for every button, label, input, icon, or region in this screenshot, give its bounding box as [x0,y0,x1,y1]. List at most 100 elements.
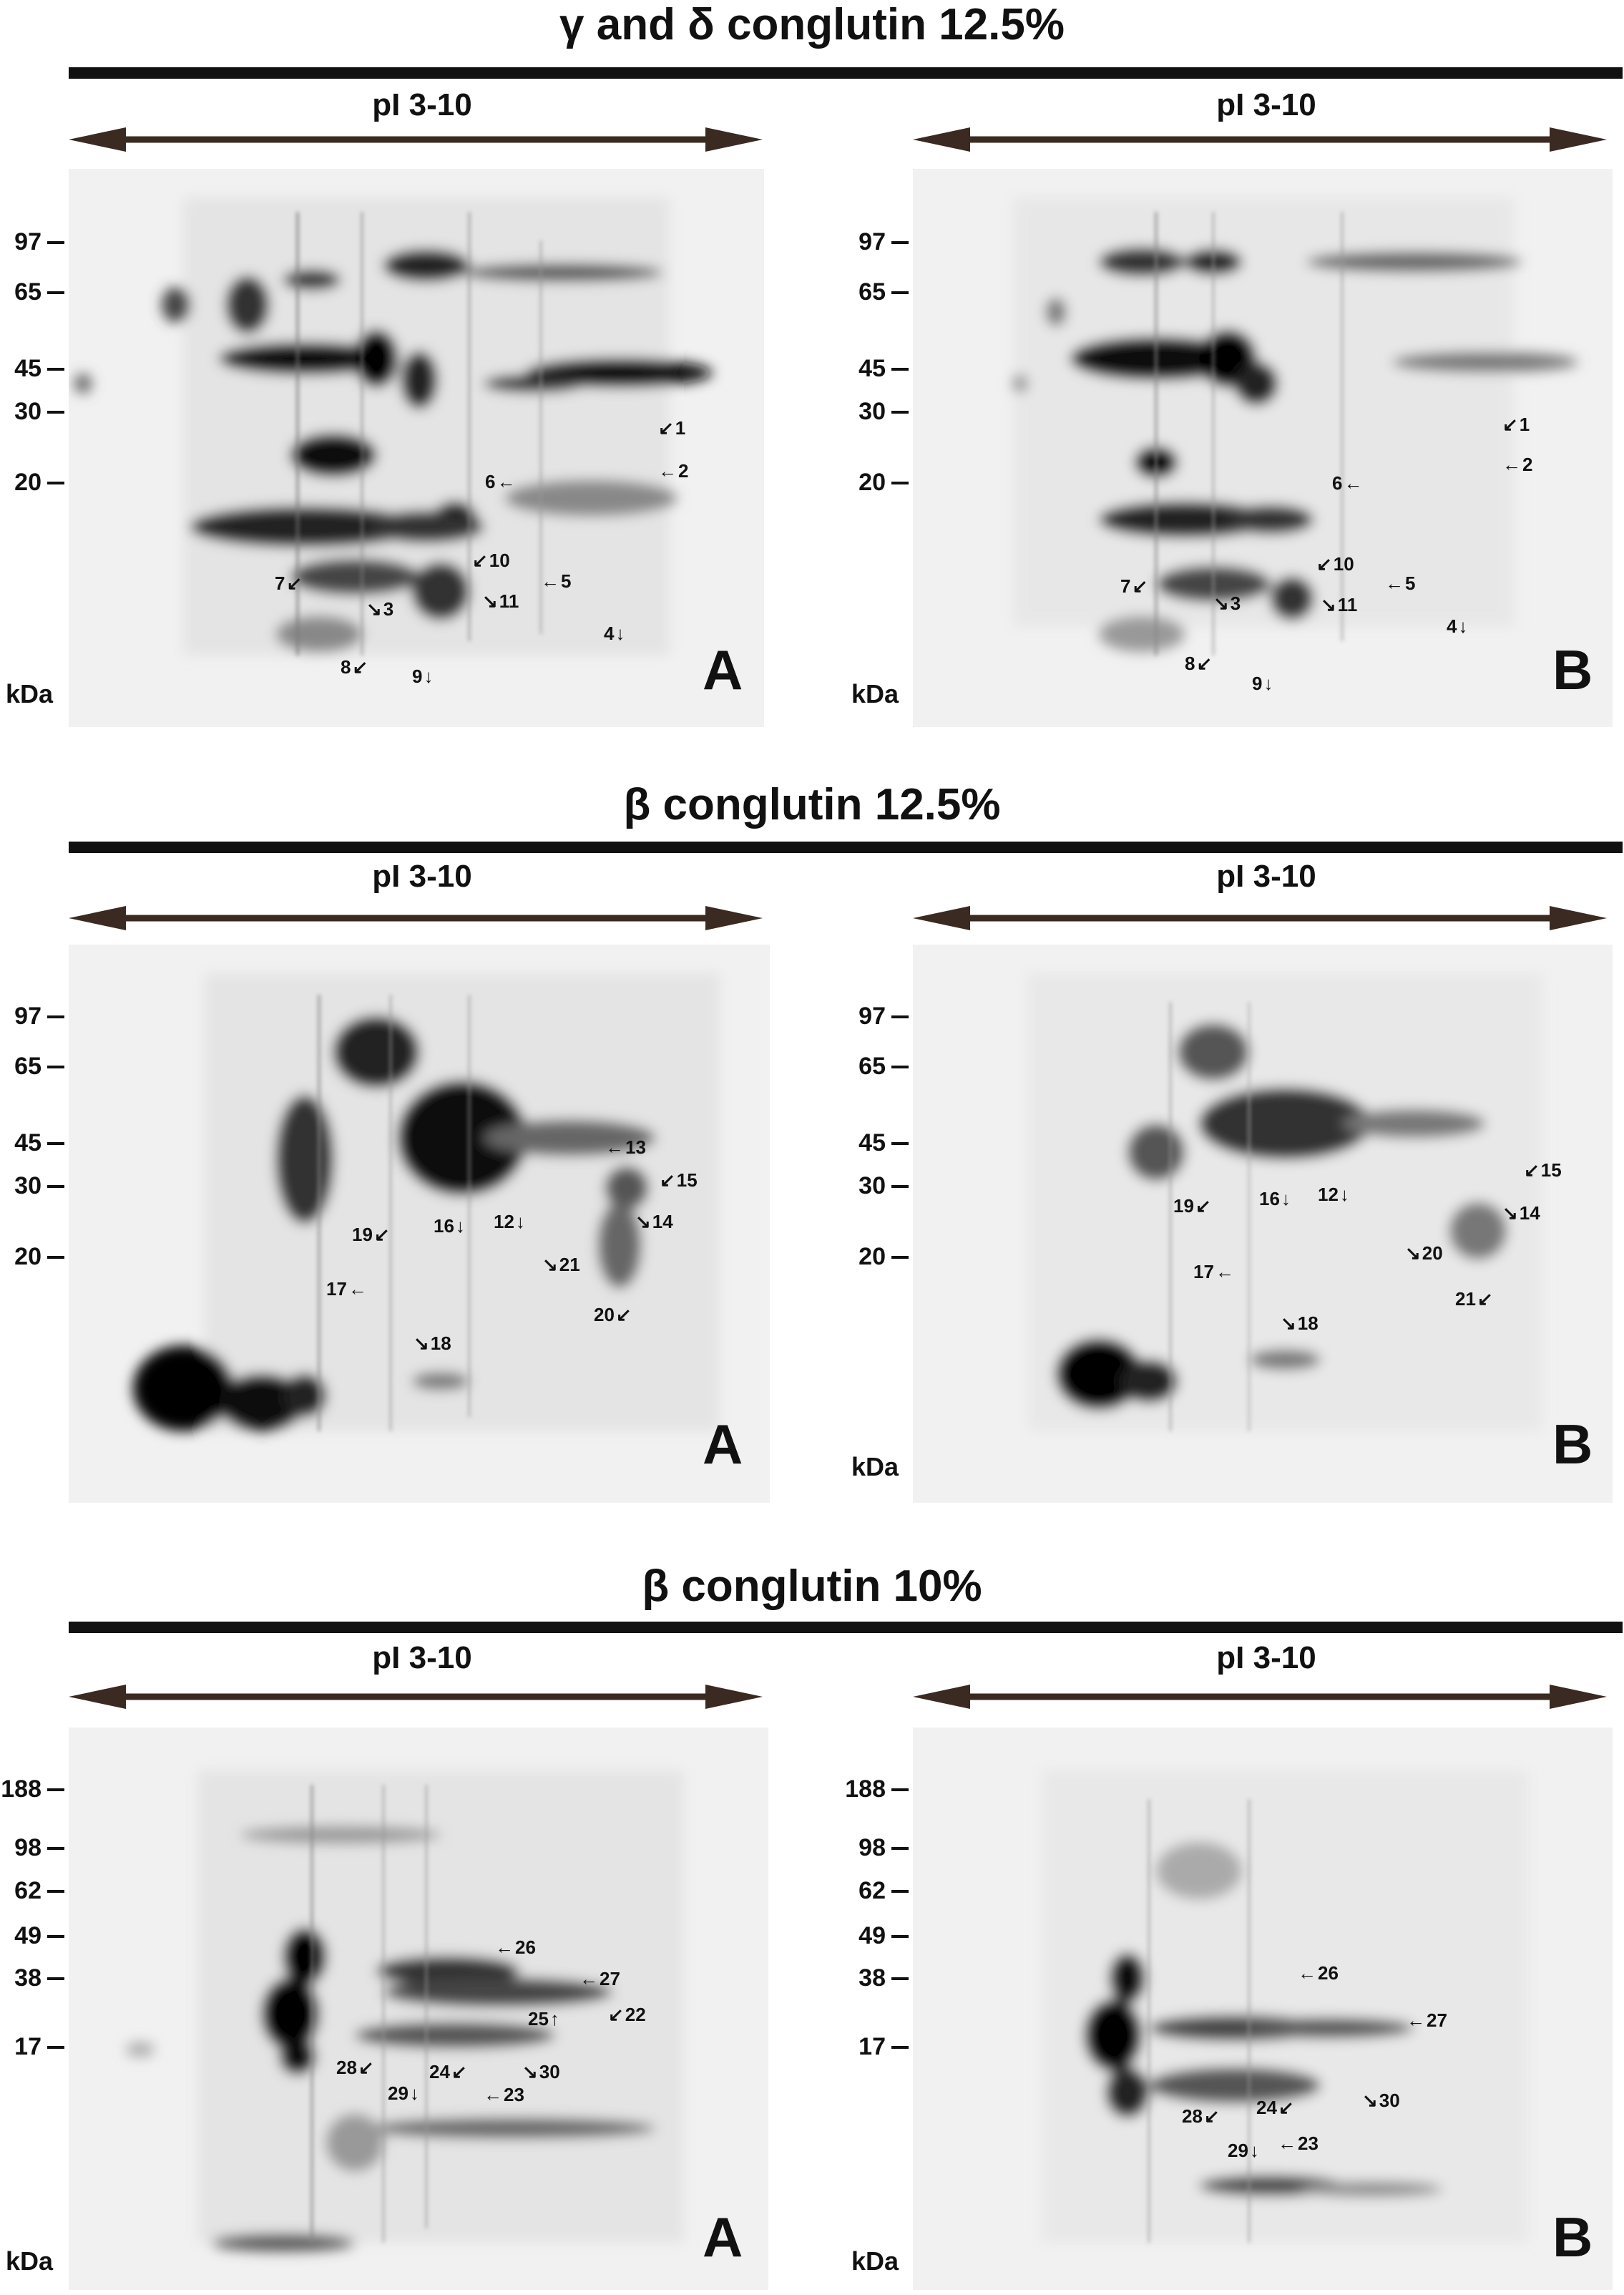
spot-label: 24↙ [429,2061,467,2082]
spot-arrow-icon: ↑ [549,2008,559,2030]
panel-letter: A [703,638,743,701]
panel-letter: B [1552,1413,1593,1476]
spot-arrow-icon: ← [658,460,677,482]
section-title-beta-10: β conglutin 10% [642,1561,982,1611]
spot-label: 8↙ [1185,653,1213,674]
spot-label: ↘11 [482,590,519,612]
spot-label: ↙10 [472,550,510,571]
spot-arrow-icon: ↘ [1405,1242,1421,1264]
spot-label: ↘3 [366,598,394,620]
spot-arrow-icon: ↙ [1278,2097,1294,2118]
spot-label: ↘21 [542,1254,580,1275]
spot-arrow-icon: ↓ [1263,673,1273,694]
pi-double-arrow [913,906,1607,930]
spot-arrow-icon: ↘ [366,598,382,620]
spot-arrow-icon: ↙ [373,1224,390,1245]
spot-arrow-icon: ↓ [455,1215,465,1237]
spot-arrow-icon: ↙ [286,572,303,594]
spot-arrow-icon: ↓ [1458,615,1468,637]
spot-label: ↘18 [1281,1312,1319,1334]
pi-double-arrow [913,1685,1607,1709]
panel-letter: B [1552,638,1593,701]
spot-label: ←23 [484,2084,524,2105]
spot-arrow-icon: ↘ [1213,593,1229,614]
spot-arrow-icon: ↙ [1477,1288,1493,1310]
spot-arrow-icon: ← [1407,2009,1425,2031]
spot-label: 19↙ [1173,1195,1211,1217]
gel-image [69,1728,768,2290]
spot-label: 9↓ [412,666,434,687]
spot-label: 12↓ [1318,1184,1349,1205]
spot-arrow-icon: ← [1215,1261,1234,1282]
spot-label: ←26 [1298,1962,1339,1984]
spot-label: 21↙ [1455,1288,1493,1310]
section-title-gamma-delta: γ and δ conglutin 12.5% [559,0,1065,49]
spot-arrow-icon: ← [1298,1962,1316,1984]
spot-arrow-icon: ↙ [1132,575,1148,597]
spot-arrow-icon: ↙ [1502,414,1518,435]
spot-label: ←26 [495,1936,536,1958]
spot-label: 7↙ [1120,575,1148,597]
pi-range-label: pI 3-10 [372,859,472,894]
spot-arrow-icon: ↙ [358,2057,374,2078]
spot-arrow-icon: ↓ [409,2082,419,2104]
spot-label: ↙15 [660,1169,698,1191]
spot-arrow-icon: ↘ [542,1254,558,1275]
spot-arrow-icon: ↙ [608,2004,624,2025]
spot-arrow-icon: ← [348,1278,367,1300]
pi-range-label: pI 3-10 [1216,87,1316,122]
pi-range-label: pI 3-10 [1216,1640,1316,1675]
spot-arrow-icon: ↘ [522,2061,538,2082]
spot-arrow-icon: ↙ [1196,653,1213,674]
gel-image [913,169,1613,727]
spot-label: 16↓ [1259,1188,1291,1209]
spot-arrow-icon: ↓ [424,666,434,687]
spot-arrow-icon: ← [497,471,516,492]
spot-arrow-icon: ← [541,570,559,592]
spot-label: 28↙ [1182,2105,1220,2127]
spot-arrow-icon: ↙ [352,656,368,678]
spot-label: ←27 [579,1968,620,1989]
spot-arrow-icon: ↘ [1281,1312,1296,1334]
pi-range-label: pI 3-10 [372,87,472,122]
gel-image [69,169,764,727]
gel-image [913,945,1613,1503]
spot-arrow-icon: ← [579,1968,598,1989]
spot-arrow-icon: ↘ [1321,594,1336,615]
gel-image [913,1728,1613,2290]
spot-arrow-icon: ↓ [615,623,625,644]
spot-arrow-icon: ↓ [1281,1188,1291,1209]
spot-arrow-icon: ↘ [635,1211,651,1232]
spot-label: 12↓ [494,1211,525,1232]
spot-arrow-icon: ← [484,2084,502,2105]
panel-letter: B [1552,2206,1593,2269]
spot-arrow-icon: ↘ [1502,1202,1518,1224]
spot-label: 4↓ [1447,615,1468,637]
spot-label: ↘30 [522,2061,560,2082]
spot-label: 24↙ [1256,2097,1294,2118]
panel-letter: A [703,2206,743,2269]
spot-arrow-icon: ↙ [1203,2105,1220,2127]
spot-arrow-icon: ← [1385,572,1404,594]
spot-arrow-icon: ↙ [1524,1159,1540,1181]
spot-label: 9↓ [1252,673,1273,694]
spot-label: 29↓ [388,2082,419,2104]
spot-arrow-icon: ↘ [482,590,498,612]
spot-label: 4↓ [604,623,625,644]
spot-label: 19↙ [352,1224,390,1245]
spot-arrow-icon: ↙ [615,1304,632,1325]
spot-label: 17← [326,1278,367,1300]
spot-label: 29↓ [1228,2140,1259,2161]
gel-image [69,945,770,1503]
spot-label: ↘18 [414,1332,451,1354]
spot-label: ←2 [658,460,689,482]
spot-arrow-icon: ← [1344,472,1363,494]
unit-label: kDa [851,2246,899,2276]
spot-arrow-icon: ↙ [658,417,674,439]
spot-arrow-icon: ↙ [1316,553,1332,575]
spot-arrow-icon: ↙ [660,1169,675,1191]
spot-arrow-icon: ↙ [472,550,488,571]
section-title-beta-12-5: β conglutin 12.5% [623,780,1001,829]
spot-label: 8↙ [341,656,368,678]
spot-arrow-icon: ↘ [1362,2090,1378,2111]
